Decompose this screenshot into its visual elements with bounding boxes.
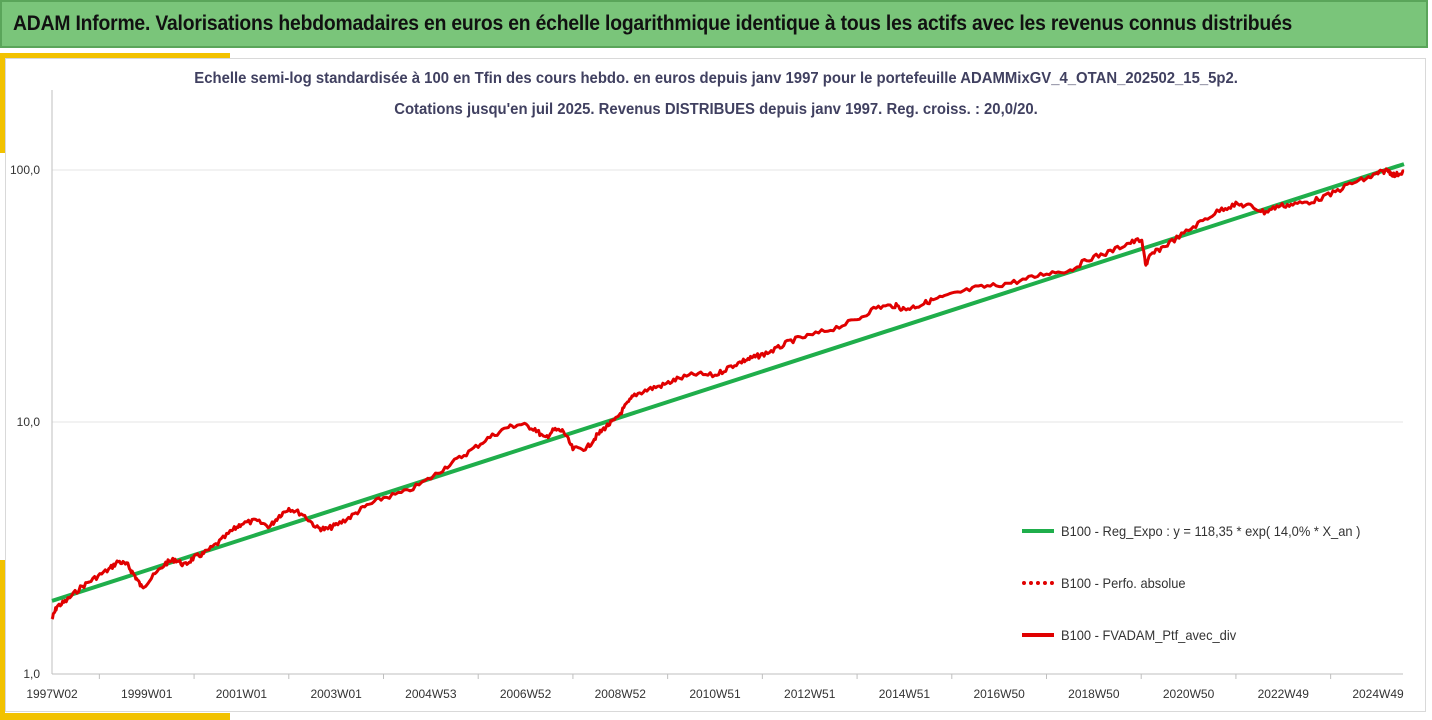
legend-item-regression: B100 - Reg_Expo : y = 118,35 * exp( 14,0… [1022, 505, 1412, 557]
legend-item-portfolio: B100 - FVADAM_Ptf_avec_div [1022, 609, 1412, 661]
x-tick-label: 2024W49 [1352, 687, 1404, 701]
legend-swatch-portfolio [1022, 633, 1054, 637]
chart-subtitle-text: Cotations jusqu'en juil 2025. Revenus DI… [394, 101, 1038, 118]
x-tick-label: 2008W52 [595, 687, 647, 701]
chart-subtitle: Cotations jusqu'en juil 2025. Revenus DI… [0, 101, 1432, 119]
legend-swatch-perfo-absolue [1022, 581, 1054, 585]
legend-label-perfo-absolue: B100 - Perfo. absolue [1061, 575, 1186, 591]
series-line-2 [50, 167, 1405, 620]
series-layer [50, 162, 1405, 620]
legend-label-portfolio: B100 - FVADAM_Ptf_avec_div [1061, 627, 1237, 643]
x-tick-label: 1997W02 [26, 687, 78, 701]
x-tick-label: 2020W50 [1163, 687, 1215, 701]
x-tick-label: 1999W01 [121, 687, 173, 701]
gold-accent-top [0, 53, 230, 58]
x-tick-label: 2001W01 [216, 687, 268, 701]
x-tick-label: 2022W49 [1258, 687, 1310, 701]
x-tick-label: 2004W53 [405, 687, 457, 701]
x-tick-label: 2012W51 [784, 687, 836, 701]
report-banner: ADAM Informe. Valorisations hebdomadaire… [0, 0, 1428, 48]
legend-label-regression: B100 - Reg_Expo : y = 118,35 * exp( 14,0… [1061, 523, 1361, 539]
gold-accent-bottom-side [0, 560, 5, 720]
x-tick-label: 2003W01 [310, 687, 362, 701]
chart-frame [5, 58, 1426, 712]
gold-accent-bottom [0, 713, 230, 720]
x-tick-label: 2016W50 [973, 687, 1025, 701]
axis-layer: 1,0 10,0 100,0 1997W02 1999W01 2001W01 2003W01… [10, 90, 1404, 701]
y-tick-label: 1,0 [23, 667, 40, 681]
legend-item-perfo-absolue: B100 - Perfo. absolue [1022, 557, 1412, 609]
y-tick-label: 100,0 [10, 163, 40, 177]
legend-swatch-regression [1022, 529, 1054, 533]
x-tick-label: 2006W52 [500, 687, 552, 701]
chart-title: Echelle semi-log standardisée à 100 en T… [0, 70, 1432, 88]
x-tick-label: 2010W51 [689, 687, 741, 701]
chart-title-text: Echelle semi-log standardisée à 100 en T… [194, 70, 1238, 87]
chart-legend: B100 - Reg_Expo : y = 118,35 * exp( 14,0… [1022, 505, 1412, 661]
report-title: ADAM Informe. Valorisations hebdomadaire… [13, 12, 1293, 35]
x-tick-label: 2018W50 [1068, 687, 1120, 701]
gold-accent-top-side [0, 53, 5, 153]
x-tick-label: 2014W51 [879, 687, 931, 701]
y-tick-label: 10,0 [17, 415, 41, 429]
